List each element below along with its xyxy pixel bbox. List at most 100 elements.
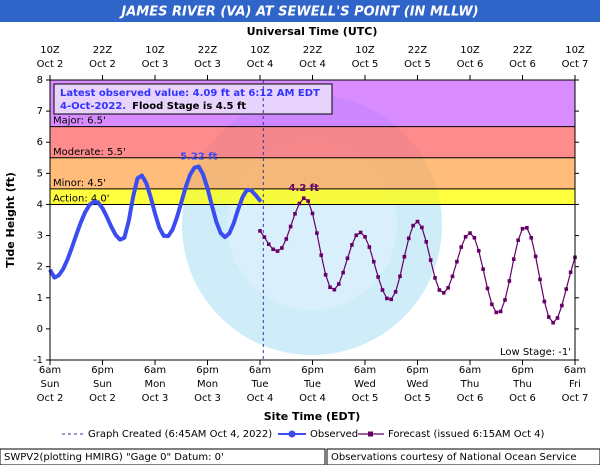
x-tick-label: Wed	[407, 379, 429, 390]
forecast-point	[297, 201, 302, 206]
legend-label: Forecast (issued 6:15AM Oct 4)	[388, 429, 545, 440]
y-tick-label: 2	[37, 262, 43, 273]
forecast-point	[288, 224, 293, 229]
flood-note: Flood Stage is 4.5 ft	[132, 101, 246, 112]
x-tick-label: 6pm	[406, 365, 428, 376]
top-x-tick-label: 22Z	[513, 45, 533, 56]
x-tick-label: Oct 3	[194, 393, 221, 404]
forecast-point	[490, 302, 494, 307]
info-line: Latest observed value: 4.09 ft at 6:12 A…	[60, 88, 320, 99]
y-tick-label: 6	[37, 137, 43, 148]
forecast-point	[376, 275, 380, 279]
forecast-point	[271, 247, 275, 252]
x-tick-label: 6pm	[91, 365, 113, 376]
forecast-point	[371, 259, 376, 264]
footer-box	[0, 448, 326, 465]
info-box	[53, 83, 333, 115]
legend-label: Graph Created (6:45AM Oct 4, 2022)	[88, 429, 272, 440]
x-tick-label: Thu	[512, 379, 532, 390]
forecast-point	[406, 236, 411, 241]
x-tick-label: Fri	[569, 379, 581, 390]
forecast-point	[525, 225, 529, 230]
forecast-point	[420, 225, 424, 230]
forecast-point	[341, 270, 345, 275]
forecast-point	[433, 276, 437, 280]
forecast-point	[542, 299, 547, 304]
forecast-point	[280, 246, 284, 250]
top-x-tick-label: 22Z	[408, 45, 428, 56]
x-tick-label: Oct 6	[457, 393, 484, 404]
info-date: 4-Oct-2022.	[60, 101, 126, 112]
peak-label: 4.2 ft	[289, 183, 320, 194]
top-x-tick-label: Oct 4	[247, 59, 274, 70]
stage-label: Minor: 4.5'	[53, 178, 106, 189]
forecast-point	[323, 272, 328, 277]
info-line: 4-Oct-2022. Flood Stage is 4.5 ft	[60, 101, 246, 112]
top-x-tick-label: Oct 6	[457, 59, 484, 70]
forecast-point	[498, 309, 503, 314]
plot-frame	[49, 79, 576, 361]
y-tick-label: 1	[37, 293, 43, 304]
forecast-point	[564, 287, 569, 291]
forecast-point	[468, 231, 472, 235]
forecast-point	[463, 235, 468, 239]
forecast-point	[546, 315, 551, 319]
y-tick-label: -1	[33, 355, 43, 366]
chart-title: JAMES RIVER (VA) AT SEWELL'S POINT (IN M…	[118, 5, 478, 20]
observed-line	[48, 164, 263, 280]
forecast-point	[511, 257, 516, 261]
forecast-point	[529, 235, 534, 240]
forecast-point	[450, 274, 455, 279]
forecast-point	[472, 235, 477, 240]
y-axis-label: Tide Height (ft)	[4, 172, 17, 268]
top-x-tick-label: 10Z	[40, 45, 60, 56]
x-tick-label: 6pm	[196, 365, 218, 376]
forecast-point	[350, 243, 354, 247]
top-x-tick-label: 10Z	[145, 45, 165, 56]
forecast-point	[520, 226, 525, 231]
legend-marker	[288, 430, 296, 438]
forecast-point	[363, 235, 367, 239]
forecast-point	[319, 253, 324, 257]
x-tick-label: Oct 5	[352, 393, 379, 404]
forecast-point	[275, 249, 280, 253]
x-tick-label: 6am	[39, 365, 61, 376]
x-tick-label: 6am	[459, 365, 481, 376]
x-tick-label: Oct 4	[299, 393, 326, 404]
forecast-point	[367, 245, 372, 249]
x-tick-label: Sun	[93, 379, 112, 390]
forecast-point	[345, 256, 350, 261]
forecast-point	[332, 287, 337, 292]
x-tick-label: 6am	[354, 365, 376, 376]
forecast-point	[262, 235, 267, 239]
forecast-point	[485, 286, 490, 291]
top-x-tick-label: Oct 5	[352, 59, 379, 70]
forecast-point	[284, 237, 289, 241]
x-tick-label: Mon	[144, 379, 165, 390]
forecast-point	[385, 296, 389, 301]
forecast-point	[389, 297, 394, 302]
forecast-point	[358, 230, 363, 235]
legend-marker	[368, 431, 373, 437]
x-tick-label: Oct 4	[247, 393, 274, 404]
forecast-point	[266, 242, 271, 247]
top-x-tick-label: Oct 2	[37, 59, 64, 70]
low-stage-label: Low Stage: -1'	[500, 347, 571, 358]
forecast-point	[560, 303, 564, 308]
forecast-point	[306, 199, 310, 203]
x-tick-label: Sun	[40, 379, 59, 390]
y-tick-label: 4	[37, 199, 43, 210]
x-tick-label: Thu	[460, 379, 480, 390]
forecast-point	[507, 279, 512, 283]
top-x-tick-label: 22Z	[198, 45, 218, 56]
forecast-point	[568, 270, 573, 275]
top-x-tick-label: Oct 4	[299, 59, 326, 70]
footer-left: SWPV2(plotting HMIRG) "Gage 0" Datum: 0'	[4, 452, 224, 463]
top-axis-label: Universal Time (UTC)	[247, 25, 378, 38]
forecast-point	[301, 196, 306, 201]
y-tick-label: 3	[37, 231, 43, 242]
forecast-point	[354, 233, 359, 238]
top-x-tick-label: Oct 3	[194, 59, 221, 70]
x-tick-label: Oct 7	[562, 393, 589, 404]
